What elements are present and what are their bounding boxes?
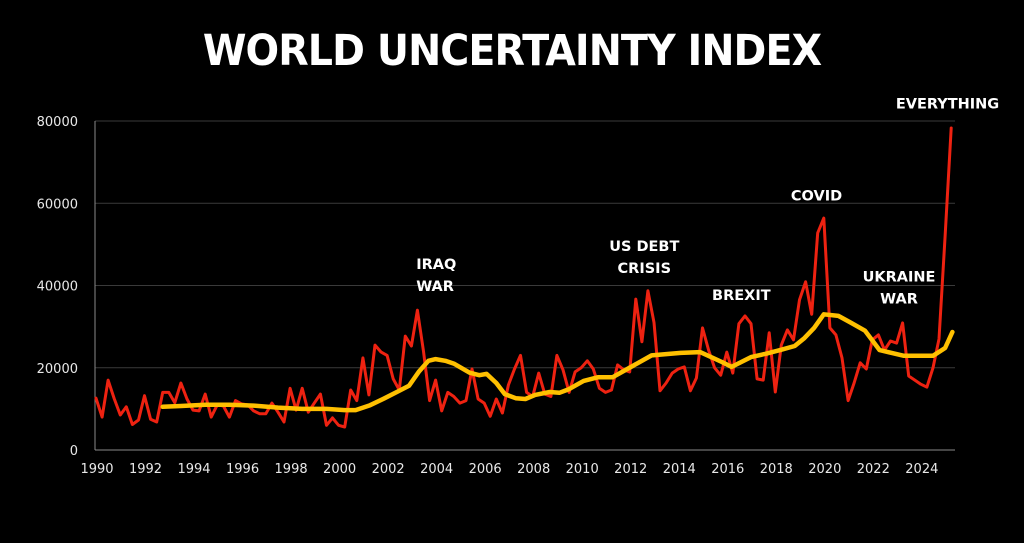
x-tick-label: 2010 [566, 462, 599, 477]
series-line-moving-average [160, 312, 955, 413]
y-tick-label: 80000 [37, 115, 78, 130]
x-tick-label: 2020 [808, 462, 841, 477]
annotation-covid: COVID [791, 188, 842, 204]
chart-title: WORLD UNCERTAINTY INDEX [202, 26, 822, 76]
x-tick-label: 2008 [517, 462, 550, 477]
x-tick-label: 2002 [372, 462, 405, 477]
x-tick-label: 2006 [469, 462, 502, 477]
annotation-line: UKRAINE [863, 269, 936, 285]
x-tick-label: 2004 [420, 462, 453, 477]
series-lines [94, 126, 955, 429]
axes [94, 121, 955, 451]
series-line-index [94, 126, 953, 429]
x-tick-label: 2022 [857, 462, 890, 477]
x-tick-label: 1992 [129, 462, 162, 477]
x-tick-label: 2024 [905, 462, 938, 477]
y-tick-label: 0 [70, 444, 78, 459]
x-tick-label: 1998 [275, 462, 308, 477]
annotation-line: EVERYTHING [896, 97, 999, 113]
x-tick-label: 1990 [80, 462, 113, 477]
x-tick-label: 1994 [177, 462, 210, 477]
annotation-line: WAR [880, 291, 918, 307]
x-tick-label: 2014 [663, 462, 696, 477]
y-tick-label: 20000 [37, 362, 78, 377]
y-tick-label: 60000 [37, 197, 78, 212]
x-tick-label: 2000 [323, 462, 356, 477]
annotation-line: BREXIT [712, 288, 771, 304]
x-tick-label: 2018 [760, 462, 793, 477]
x-axis-tick-labels: 1990 1992 1994 1996 1998 2000 2002 2004 2006 2008… [80, 462, 938, 477]
y-tick-label: 40000 [37, 280, 78, 295]
annotation-line: WAR [416, 279, 454, 295]
series-points-moving-average [162, 313, 954, 411]
y-axis-tick-labels: 0 20000 40000 60000 80000 [37, 115, 78, 459]
annotation-line: COVID [791, 188, 842, 204]
annotation-line: CRISIS [618, 261, 671, 277]
x-tick-label: 2016 [711, 462, 744, 477]
annotation-everything: EVERYTHING [896, 97, 999, 113]
x-tick-label: 2012 [614, 462, 647, 477]
annotation-brexit: BREXIT [712, 288, 771, 304]
gridlines [95, 120, 955, 369]
annotation-line: IRAQ [416, 257, 456, 273]
annotation-line: US DEBT [609, 239, 679, 255]
annotation-us-debt-crisis: US DEBT CRISIS [609, 239, 679, 277]
annotations: IRAQ WAR US DEBT CRISIS BREXIT COVID UKRAINE WA… [416, 97, 999, 308]
annotation-ukraine-war: UKRAINE WAR [863, 269, 936, 307]
annotation-iraq-war: IRAQ WAR [416, 257, 456, 295]
x-tick-label: 1996 [226, 462, 259, 477]
